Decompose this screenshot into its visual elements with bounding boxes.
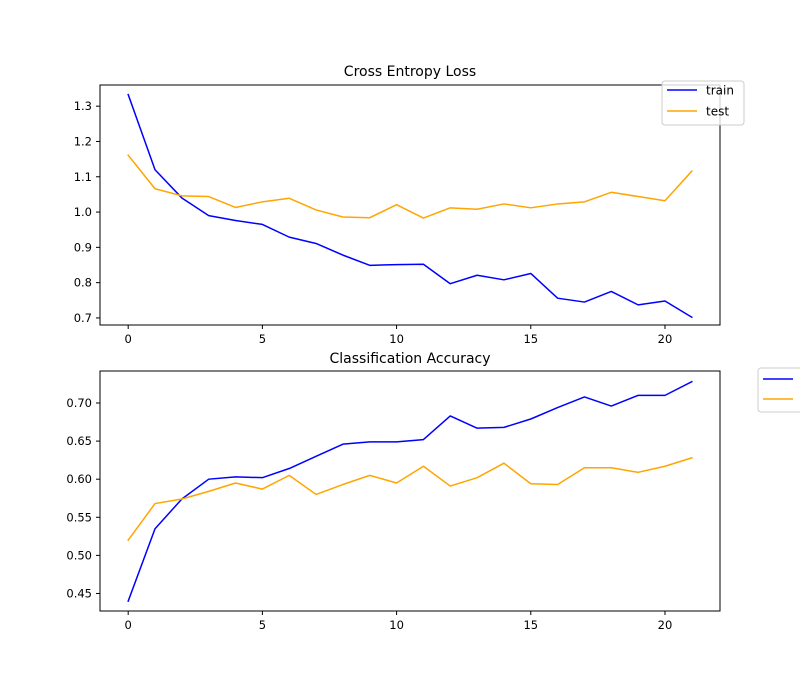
loss-y-tick-label: 1.1 [74, 170, 92, 184]
loss-y-tick-label: 0.9 [74, 240, 92, 254]
loss-series-line-2 [127, 154, 693, 219]
accuracy-y-tick-label: 0.65 [66, 434, 92, 448]
accuracy-axis-ticks: 0 5 10 15 20 0.45 0.50 0.55 0.60 0.65 0.70 [66, 396, 672, 632]
loss-axes-frame [99, 84, 721, 326]
loss-subplot: 0 5 10 15 20 0.7 0.8 0.9 1.0 1.1 1.2 1.3 Cross Entr… [74, 64, 745, 346]
loss-plot-lines [127, 93, 693, 319]
loss-legend-box [661, 80, 745, 126]
accuracy-y-tick-label: 0.60 [66, 472, 92, 486]
accuracy-x-tick-label: 5 [259, 618, 266, 632]
loss-y-tick-label: 0.7 [74, 311, 92, 325]
accuracy-series-line-1 [127, 380, 693, 603]
accuracy-y-tick-label: 0.50 [66, 548, 92, 562]
loss-y-tick-label: 1.0 [74, 205, 92, 219]
loss-legend-test-label: test [706, 105, 729, 119]
accuracy-y-tick-label: 0.55 [66, 510, 92, 524]
loss-chart-title: Cross Entropy Loss [344, 64, 476, 80]
loss-x-tick-label: 10 [389, 332, 404, 346]
loss-y-tick-label: 0.8 [74, 276, 92, 290]
loss-x-tick-label: 15 [523, 332, 538, 346]
loss-x-tick-label: 20 [658, 332, 673, 346]
accuracy-x-tick-label: 0 [125, 618, 132, 632]
accuracy-chart-title: Classification Accuracy [330, 351, 491, 367]
loss-legend: train test [661, 80, 745, 126]
accuracy-legend [757, 367, 800, 413]
accuracy-axes-frame [99, 370, 721, 612]
loss-axis-ticks: 0 5 10 15 20 0.7 0.8 0.9 1.0 1.1 1.2 1.3 [74, 99, 673, 346]
accuracy-y-tick-label: 0.45 [66, 586, 92, 600]
accuracy-legend-box [757, 367, 800, 413]
loss-y-tick-label: 1.2 [74, 134, 92, 148]
accuracy-x-tick-label: 20 [658, 618, 673, 632]
accuracy-x-tick-label: 15 [523, 618, 538, 632]
accuracy-plot-lines [127, 380, 693, 603]
accuracy-series-line-2 [127, 456, 693, 542]
loss-y-tick-label: 1.3 [74, 99, 92, 113]
loss-series-line-1 [127, 93, 693, 319]
loss-x-tick-label: 5 [259, 332, 266, 346]
accuracy-x-tick-label: 10 [389, 618, 404, 632]
accuracy-y-tick-label: 0.70 [66, 396, 92, 410]
loss-legend-train-label: train [706, 84, 734, 98]
accuracy-subplot: 0 5 10 15 20 0.45 0.50 0.55 0.60 0.65 0.70 Classif… [66, 351, 800, 632]
loss-x-tick-label: 0 [125, 332, 132, 346]
